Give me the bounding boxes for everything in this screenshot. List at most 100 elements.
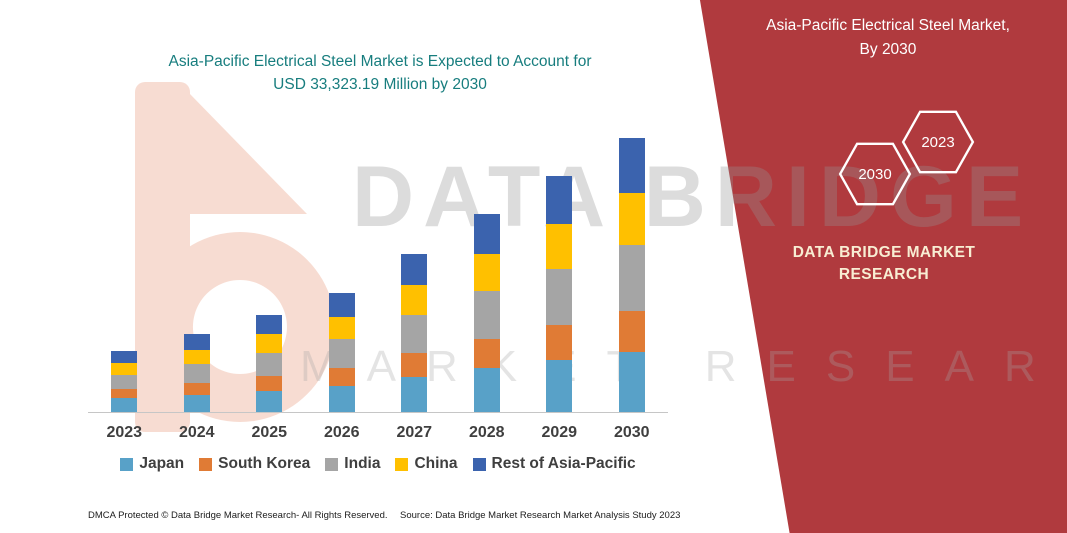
bar-segment-rest-of-asia-pacific-2027	[401, 253, 428, 286]
bar-segment-rest-of-asia-pacific-2026	[328, 292, 355, 317]
legend-label: Japan	[139, 455, 185, 472]
bar-stack-2023	[111, 351, 138, 412]
chart-title: Asia-Pacific Electrical Steel Market is …	[95, 50, 665, 97]
legend-label: Rest of Asia-Pacific	[491, 455, 636, 472]
bar-segment-india-2025	[256, 352, 283, 377]
bar-segment-south-korea-2028	[473, 338, 500, 369]
bar-segment-japan-2026	[328, 385, 355, 412]
bar-segment-china-2027	[401, 285, 428, 316]
x-axis-label-2025: 2025	[251, 424, 288, 441]
bar-segment-china-2023	[111, 363, 138, 375]
hexagon-badge-2030: 2030	[836, 141, 914, 207]
watermark-text-databridge: DATA BRIDGE	[352, 149, 1033, 245]
side-panel-title: Asia-Pacific Electrical Steel Market, By…	[766, 17, 1010, 59]
x-axis-label-2030: 2030	[613, 424, 650, 441]
bar-segment-south-korea-2029	[546, 325, 573, 361]
bar-segment-india-2024	[183, 364, 210, 384]
bar-segment-south-korea-2026	[328, 367, 355, 386]
chart-legend: Japan South Korea India China Rest of Asia-P…	[68, 455, 688, 473]
bar-segment-india-2026	[328, 339, 355, 368]
brand-line-1: DATA BRIDGE MARKET	[792, 244, 976, 261]
legend-label: South Korea	[218, 455, 311, 472]
bar-segment-rest-of-asia-pacific-2025	[256, 314, 283, 335]
legend-item-south-korea: South Korea	[199, 455, 310, 473]
bar-segment-japan-2030	[618, 351, 645, 412]
bar-segment-japan-2028	[473, 368, 500, 412]
bar-segment-china-2025	[256, 334, 283, 353]
bar-segment-india-2029	[546, 268, 573, 326]
bar-2024	[161, 133, 234, 412]
bar-segment-rest-of-asia-pacific-2028	[473, 214, 500, 254]
stacked-bar-chart	[88, 133, 668, 413]
legend-label: India	[344, 455, 381, 472]
x-axis-label-2026: 2026	[323, 424, 360, 441]
bar-2025	[233, 133, 306, 412]
chart-title-line-2: USD 33,323.19 Million by 2030	[273, 76, 487, 94]
x-axis-label-2028: 2028	[468, 424, 505, 441]
hexagon-year-label: 2023	[921, 133, 955, 151]
legend-item-rest-of-asia-pacific: Rest of Asia-Pacific	[472, 455, 636, 473]
bar-stack-2028	[473, 214, 500, 412]
bar-segment-south-korea-2030	[618, 311, 645, 352]
bar-segment-south-korea-2024	[183, 383, 210, 395]
bar-segment-rest-of-asia-pacific-2024	[183, 333, 210, 350]
legend-swatch-icon	[120, 457, 134, 471]
bar-segment-india-2023	[111, 374, 138, 390]
brand-name: DATA BRIDGE MARKET RESEARCH	[778, 242, 990, 287]
brand-line-2: RESEARCH	[838, 266, 930, 284]
bar-segment-rest-of-asia-pacific-2023	[111, 351, 138, 364]
bar-segment-japan-2024	[183, 394, 210, 412]
bar-segment-japan-2023	[111, 398, 138, 412]
watermark-text-marketresearch: MARKET RESEARCH	[300, 342, 1067, 391]
x-axis-label-2023: 2023	[106, 424, 143, 441]
bar-segment-south-korea-2023	[111, 389, 138, 399]
bar-segment-south-korea-2025	[256, 376, 283, 391]
bar-2028	[451, 133, 524, 412]
bar-2029	[523, 133, 596, 412]
bar-segment-japan-2029	[546, 360, 573, 412]
bar-stack-2029	[546, 176, 573, 412]
bar-segment-china-2024	[183, 349, 210, 365]
chart-title-line-1: Asia-Pacific Electrical Steel Market is …	[168, 53, 592, 70]
hexagon-outline-icon	[838, 142, 912, 206]
bar-segment-china-2030	[618, 192, 645, 246]
x-axis-label-2029: 2029	[541, 424, 578, 441]
legend-swatch-icon	[395, 457, 409, 471]
hexagon-year-label: 2030	[858, 165, 892, 183]
bar-stack-2026	[328, 292, 355, 412]
bar-2026	[306, 133, 379, 412]
footer-source: Source: Data Bridge Market Research Mark…	[400, 510, 681, 521]
footer-copyright: DMCA Protected © Data Bridge Market Rese…	[88, 510, 388, 521]
legend-label: China	[414, 455, 458, 472]
legend-item-india: India	[325, 455, 380, 473]
legend-swatch-icon	[199, 457, 213, 471]
hexagon-badge-2023: 2023	[899, 109, 977, 175]
bar-stack-2024	[183, 333, 210, 412]
x-axis-labels: 2023 2024 2025 2026 2027 2028 2029 2030	[88, 424, 668, 442]
legend-item-china: China	[395, 455, 458, 473]
legend-swatch-icon	[472, 457, 486, 471]
bar-segment-rest-of-asia-pacific-2029	[546, 176, 573, 224]
bar-segment-india-2028	[473, 291, 500, 339]
bar-stack-2025	[256, 314, 283, 412]
bar-2023	[88, 133, 161, 412]
bar-2027	[378, 133, 451, 412]
bar-stack-2027	[401, 253, 428, 412]
hexagon-outline-icon	[901, 110, 975, 174]
x-axis-label-2027: 2027	[396, 424, 433, 441]
bar-segment-india-2030	[618, 245, 645, 312]
legend-item-japan: Japan	[120, 455, 184, 473]
bar-segment-rest-of-asia-pacific-2030	[618, 137, 645, 193]
legend-swatch-icon	[325, 457, 339, 471]
bar-segment-japan-2027	[401, 377, 428, 412]
bar-2030	[596, 133, 669, 412]
bar-segment-south-korea-2027	[401, 353, 428, 377]
x-axis-label-2024: 2024	[178, 424, 215, 441]
bar-segment-japan-2025	[256, 390, 283, 412]
bar-segment-china-2026	[328, 316, 355, 340]
bar-segment-india-2027	[401, 315, 428, 354]
bar-stack-2030	[618, 137, 645, 412]
bar-segment-china-2028	[473, 253, 500, 292]
bar-segment-china-2029	[546, 223, 573, 269]
